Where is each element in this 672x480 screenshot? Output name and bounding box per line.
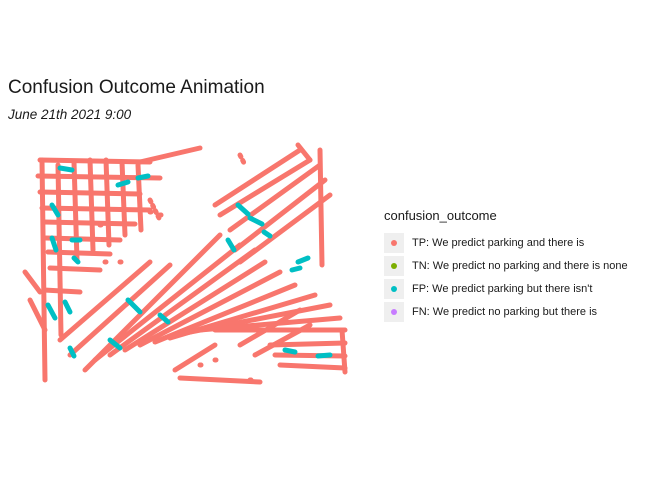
street-segment [92, 242, 243, 363]
street-segment [27, 297, 48, 333]
legend-item-fn: FN: We predict no parking but there is [384, 300, 628, 323]
street-segment [317, 147, 325, 268]
tn-dot-icon [391, 262, 397, 269]
fp-segment [71, 255, 81, 265]
fp-dot-icon [391, 285, 397, 292]
fp-segment [49, 202, 61, 218]
fp-segment [107, 337, 123, 351]
fp-segment [247, 215, 265, 227]
fp-segment [45, 302, 58, 321]
fp-segment [282, 347, 298, 355]
fp-segment [62, 299, 73, 315]
legend-key-tn [384, 255, 404, 276]
fp-street-segments [45, 165, 333, 359]
fp-segment [57, 165, 75, 173]
legend-item-tn: TN: We predict no parking and there is n… [384, 254, 628, 277]
street-segment [237, 152, 248, 168]
street-segment [71, 159, 80, 263]
tp-street-segments [22, 142, 348, 385]
fp-segment [157, 312, 171, 325]
fp-segment [115, 179, 131, 188]
street-segment [237, 307, 303, 348]
legend-key-fp [384, 278, 404, 299]
fp-segment [315, 352, 333, 359]
chart-title: Confusion Outcome Animation [8, 77, 265, 98]
parking-map [22, 142, 348, 385]
legend-label-tn: TN: We predict no parking and there is n… [412, 259, 628, 272]
street-segment [57, 259, 153, 343]
legend-item-fp: FP: We predict parking but there isn't [384, 277, 628, 300]
street-segment [103, 157, 112, 248]
street-segment [87, 157, 96, 253]
fp-segment [67, 345, 77, 359]
street-segment [232, 177, 328, 253]
street-segment [39, 157, 48, 383]
fp-segment [135, 173, 151, 181]
fp-segment [49, 235, 59, 253]
legend: confusion_outcome TP: We predict parking… [384, 208, 628, 323]
legend-title: confusion_outcome [384, 208, 497, 223]
fp-segment [235, 202, 251, 217]
street-segment [55, 162, 64, 338]
street-segment [272, 352, 348, 359]
fp-segment [225, 237, 237, 253]
tp-dot-icon [391, 239, 397, 246]
legend-label-fn: FN: We predict no parking but there is [412, 305, 598, 318]
street-segment [67, 262, 173, 358]
street-segment [212, 147, 303, 208]
chart-subtitle: June 21th 2021 9:00 [8, 107, 132, 122]
fp-segment [295, 255, 311, 265]
street-segment [295, 142, 313, 163]
fp-segment [289, 265, 303, 273]
legend-item-tp: TP: We predict parking and there is [384, 231, 628, 254]
street-segment [119, 159, 128, 238]
street-segment [137, 269, 283, 348]
fn-dot-icon [391, 308, 397, 315]
street-segment [137, 145, 203, 165]
street-segment [252, 322, 313, 358]
street-segment [172, 342, 218, 373]
street-segment [135, 162, 144, 233]
street-segment [277, 362, 348, 371]
street-segment [237, 192, 333, 265]
street-segment [152, 282, 298, 345]
street-segment [227, 162, 323, 233]
street-segment [217, 157, 313, 218]
street-segment [339, 327, 348, 375]
street-segment [177, 375, 263, 385]
street-segment [107, 247, 258, 358]
legend-key-fn [384, 301, 404, 322]
fp-segment [125, 297, 143, 315]
street-segment [122, 259, 268, 353]
street-segment [37, 157, 153, 165]
fp-segment [261, 229, 273, 239]
street-segment [267, 340, 348, 348]
legend-label-tp: TP: We predict parking and there is [412, 236, 585, 249]
street-segment [22, 269, 43, 295]
legend-label-fp: FP: We predict parking but there isn't [412, 282, 593, 295]
legend-key-tp [384, 232, 404, 253]
